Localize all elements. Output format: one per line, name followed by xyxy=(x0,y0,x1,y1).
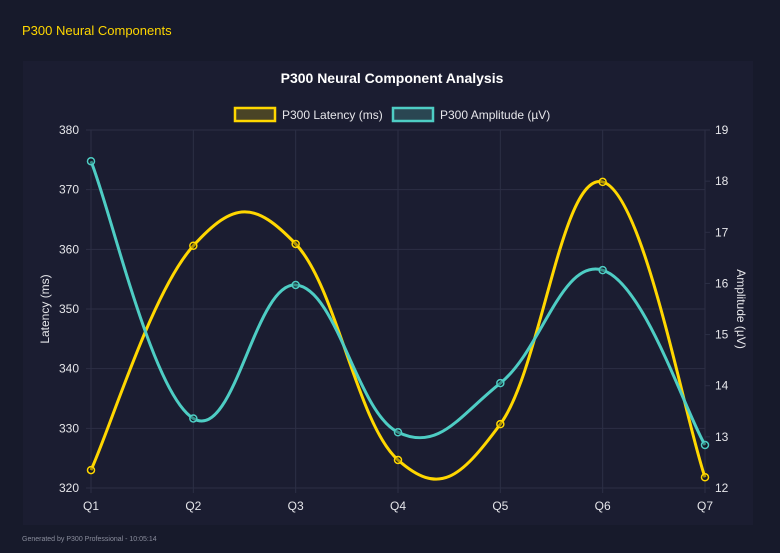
data-point xyxy=(189,414,198,423)
data-point xyxy=(86,465,96,475)
data-point xyxy=(189,241,198,251)
series-layer xyxy=(86,156,710,482)
data-point xyxy=(700,440,710,450)
x-tick-label: Q6 xyxy=(595,499,611,513)
y-left-axis-title: Latency (ms) xyxy=(38,274,52,343)
legend-swatch xyxy=(233,106,277,123)
y-left-tick-label: 360 xyxy=(59,242,79,256)
chart-title: P300 Neural Component Analysis xyxy=(281,70,504,86)
y-left-tick-label: 340 xyxy=(59,362,79,376)
data-point xyxy=(700,473,710,482)
grid xyxy=(86,129,710,493)
x-tick-label: Q7 xyxy=(697,499,713,513)
y-left-tick-label: 350 xyxy=(59,302,79,316)
y-left-tick-label: 320 xyxy=(59,481,79,495)
y-right-tick-label: 16 xyxy=(715,276,729,290)
ticks: Q1 Q2 Q3 Q4 Q5 Q6 Q7 320 330 340 350 360 370 380 12 13 1… xyxy=(59,123,729,513)
series-line xyxy=(89,160,707,446)
y-left-tick-label: 380 xyxy=(59,123,79,137)
x-tick-label: Q4 xyxy=(390,499,406,513)
x-tick-label: Q1 xyxy=(83,499,99,513)
legend-label: P300 Latency (ms) xyxy=(282,108,383,122)
data-point xyxy=(393,455,403,465)
data-point xyxy=(496,419,505,429)
y-right-tick-label: 13 xyxy=(715,430,729,444)
x-tick-label: Q5 xyxy=(492,499,508,513)
y-right-tick-label: 15 xyxy=(715,328,729,342)
y-left-tick-label: 370 xyxy=(59,183,79,197)
data-point xyxy=(598,177,607,187)
y-right-tick-label: 17 xyxy=(715,225,729,239)
legend-swatch xyxy=(391,106,435,123)
data-point xyxy=(496,378,505,388)
series-line xyxy=(89,180,707,481)
y-right-tick-label: 14 xyxy=(715,379,729,393)
legend-label: P300 Amplitude (µV) xyxy=(440,108,550,122)
legend: P300 Latency (ms) P300 Amplitude (µV) xyxy=(233,106,550,123)
x-tick-label: Q3 xyxy=(288,499,304,513)
y-right-axis-title: Amplitude (µV) xyxy=(734,269,748,349)
y-right-tick-label: 18 xyxy=(715,174,729,188)
data-point xyxy=(291,239,300,249)
data-point xyxy=(291,280,300,290)
y-right-tick-label: 12 xyxy=(715,481,729,495)
y-right-tick-label: 19 xyxy=(715,123,729,137)
data-point xyxy=(393,428,403,437)
data-point xyxy=(86,156,96,166)
x-tick-label: Q2 xyxy=(185,499,201,513)
page-title: P300 Neural Components xyxy=(22,23,172,38)
data-point xyxy=(598,265,607,275)
footer: Generated by P300 Professional - 10:05:1… xyxy=(22,536,157,543)
y-left-tick-label: 330 xyxy=(59,421,79,435)
